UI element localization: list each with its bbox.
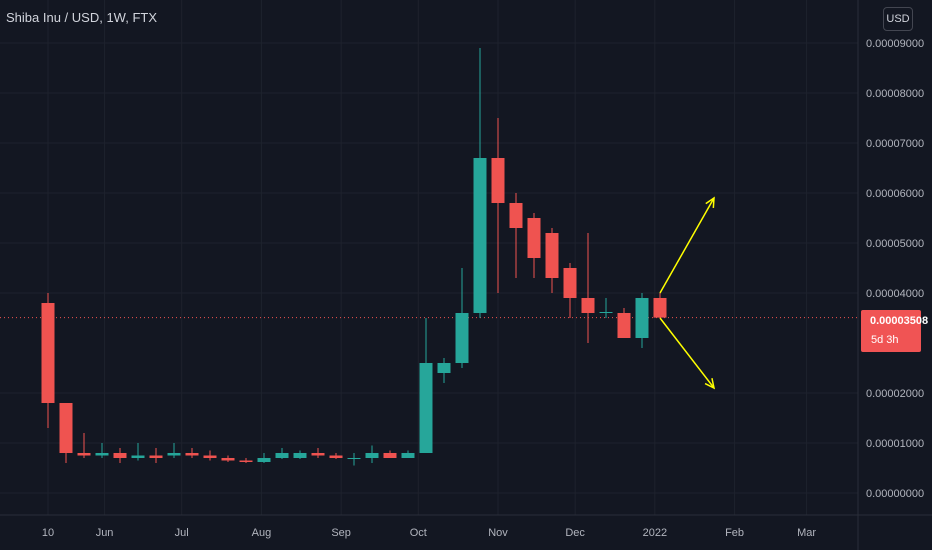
x-tick-label: 10 <box>42 527 54 539</box>
trend-arrow-line <box>659 317 715 389</box>
candle-body <box>293 453 307 458</box>
x-tick-label: Feb <box>725 527 744 539</box>
candle-body <box>41 303 55 403</box>
y-tick-label: 0.00007000 <box>866 138 924 150</box>
candle-body <box>167 453 181 456</box>
annotations <box>659 196 716 390</box>
candle-body <box>401 453 415 458</box>
x-tick-label: Oct <box>410 527 427 539</box>
x-tick-label: Mar <box>797 527 816 539</box>
candle-body <box>185 453 199 456</box>
y-tick-label: 0.00004000 <box>866 288 924 300</box>
candle-body <box>545 233 559 278</box>
candle-body <box>437 363 451 373</box>
candle-body <box>365 453 379 458</box>
candle-body <box>131 455 145 458</box>
candle-body <box>473 158 487 313</box>
x-tick-label: Jun <box>96 527 114 539</box>
candle-body <box>653 298 667 318</box>
candle-body <box>383 453 397 458</box>
x-tick-label: Sep <box>331 527 351 539</box>
candle-body <box>311 453 325 456</box>
x-tick-label: Nov <box>488 527 508 539</box>
x-tick-label: 2022 <box>643 527 667 539</box>
candle-body <box>95 453 109 456</box>
candle-body <box>509 203 523 228</box>
last-price-tag: 0.00003508 5d 3h <box>861 310 928 352</box>
candle-body <box>617 313 631 338</box>
y-tick-label: 0.00001000 <box>866 438 924 450</box>
currency-button[interactable]: USD <box>883 7 913 31</box>
candle-body <box>203 455 217 458</box>
candle-body <box>257 458 271 462</box>
y-tick-label: 0.00006000 <box>866 188 924 200</box>
candle-body <box>329 455 343 458</box>
last-price-value: 0.00003508 <box>870 315 929 327</box>
candle-countdown: 5d 3h <box>871 334 899 346</box>
candles <box>41 48 667 466</box>
y-tick-label: 0.00005000 <box>866 238 924 250</box>
x-tick-label: Jul <box>175 527 189 539</box>
candle-body <box>491 158 505 203</box>
candle-body <box>527 218 541 258</box>
candle-body <box>239 460 253 462</box>
candle-body <box>419 363 433 453</box>
trend-arrow-head <box>705 196 715 209</box>
candle-body <box>455 313 469 363</box>
candle-body <box>635 298 649 338</box>
candle-body <box>581 298 595 313</box>
candle-body <box>77 453 91 456</box>
y-tick-label: 0.00009000 <box>866 38 924 50</box>
grid <box>0 0 858 515</box>
candle-body <box>59 403 73 453</box>
trend-arrow-head <box>704 378 716 390</box>
candle-body <box>275 453 289 458</box>
candle-body <box>149 455 163 458</box>
chart-title: Shiba Inu / USD, 1W, FTX <box>6 10 157 25</box>
candle-body <box>347 458 361 459</box>
x-tick-label: Dec <box>565 527 585 539</box>
trend-arrow-line <box>659 197 715 294</box>
candle-body <box>563 268 577 298</box>
candle-body <box>113 453 127 458</box>
y-tick-label: 0.00000000 <box>866 488 924 500</box>
candle-body <box>221 458 235 461</box>
y-tick-label: 0.00002000 <box>866 388 924 400</box>
x-tick-label: Aug <box>252 527 272 539</box>
y-tick-label: 0.00008000 <box>866 88 924 100</box>
candle-body <box>599 312 613 313</box>
